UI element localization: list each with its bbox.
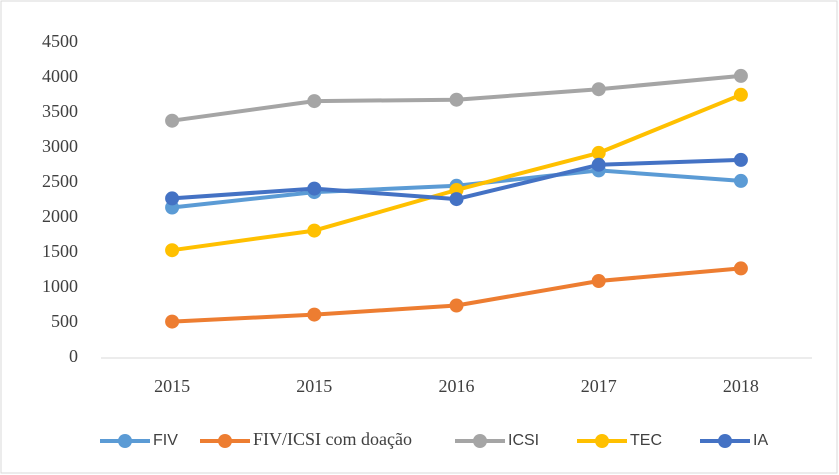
point xyxy=(733,87,748,102)
legend-marker xyxy=(118,434,132,448)
x-tick-label: 2016 xyxy=(439,376,475,396)
x-tick-label: 2017 xyxy=(581,376,617,396)
point xyxy=(307,94,322,109)
x-tick-label: 2015 xyxy=(154,376,190,396)
legend-marker xyxy=(473,434,487,448)
point xyxy=(165,113,180,128)
point xyxy=(733,261,748,276)
point xyxy=(591,145,606,160)
point xyxy=(165,191,180,206)
point xyxy=(591,274,606,288)
legend-marker xyxy=(218,434,232,448)
y-tick-label: 3000 xyxy=(42,136,78,156)
legend-label: FIV xyxy=(153,432,178,449)
point xyxy=(307,307,322,322)
legend-label: IA xyxy=(753,432,768,449)
legend-label: FIV/ICSI com doação xyxy=(253,429,412,449)
point xyxy=(307,223,322,238)
y-tick-label: 500 xyxy=(51,311,78,331)
point xyxy=(449,92,464,107)
y-tick-label: 3500 xyxy=(42,101,78,121)
y-tick-label: 1500 xyxy=(42,241,78,261)
legend-label: ICSI xyxy=(508,432,539,449)
point xyxy=(307,181,322,196)
point xyxy=(591,157,606,172)
point xyxy=(591,82,606,97)
point xyxy=(165,243,180,258)
x-tick-label: 2015 xyxy=(296,376,332,396)
x-tick-label: 2018 xyxy=(723,376,759,396)
point xyxy=(733,173,748,188)
y-tick-label: 4500 xyxy=(42,31,78,51)
y-tick-label: 0 xyxy=(69,346,78,366)
point xyxy=(449,192,464,207)
point xyxy=(733,152,748,167)
y-tick-label: 2500 xyxy=(42,171,78,191)
y-tick-label: 4000 xyxy=(42,66,78,86)
point xyxy=(165,314,180,329)
legend-marker xyxy=(718,434,732,448)
point xyxy=(449,298,464,313)
point xyxy=(733,68,748,83)
y-tick-label: 2000 xyxy=(42,206,78,226)
legend-marker xyxy=(595,434,609,448)
y-tick-label: 1000 xyxy=(42,276,78,296)
legend-label: TEC xyxy=(630,432,662,449)
